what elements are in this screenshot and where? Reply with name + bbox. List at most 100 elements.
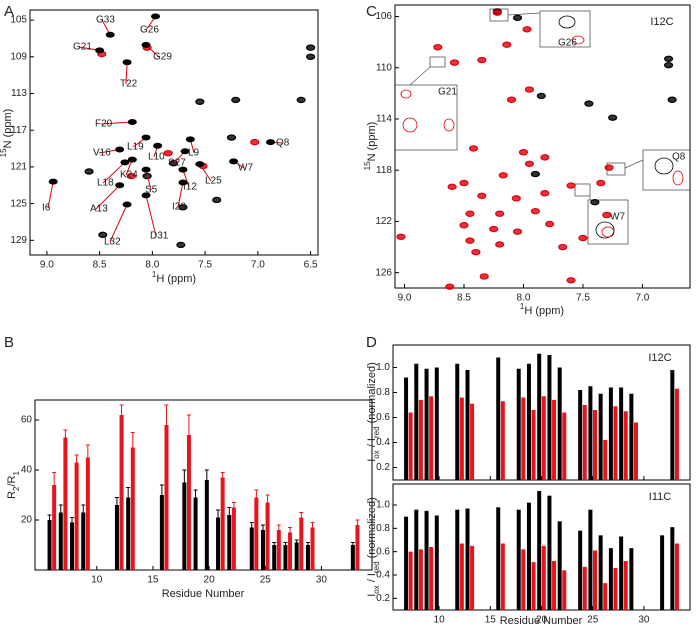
y-tick-label: 1.0 (376, 362, 390, 373)
bar (434, 515, 439, 610)
label-part: H (ppm) (524, 305, 564, 317)
bar (629, 548, 634, 610)
bar (404, 516, 409, 610)
bar (578, 390, 583, 480)
labeled-peak (229, 158, 239, 165)
label-part: /R (6, 475, 18, 486)
peak-label: L10 (148, 152, 165, 163)
error-bar (204, 469, 209, 490)
bar (531, 410, 536, 480)
annotation: I12C (648, 352, 671, 364)
bar (526, 502, 531, 610)
label-part: N (ppm) (2, 109, 14, 149)
peak (663, 55, 674, 62)
bar (193, 497, 198, 570)
y-tick-label: 114 (376, 114, 392, 125)
peak-label: I28 (172, 202, 186, 213)
peak (212, 196, 222, 204)
annotation: I11C (649, 491, 671, 503)
bar (537, 491, 542, 610)
error-bar (114, 497, 119, 513)
x-tick-label: 6.5 (304, 260, 318, 271)
annotation: I12C (650, 16, 673, 28)
peak (195, 98, 205, 105)
y-tick-label: 118 (376, 165, 392, 176)
peak-label: G33 (96, 15, 115, 26)
label-part: / I (366, 438, 378, 450)
inset-label: Q8 (672, 152, 686, 163)
error-bar (47, 514, 52, 525)
bar (623, 561, 628, 610)
peak-label: I12 (183, 182, 197, 193)
peak-label: W7 (238, 163, 253, 174)
peak-leader (95, 184, 121, 210)
bar (516, 368, 521, 480)
bar (629, 393, 634, 480)
error-bar (85, 444, 90, 470)
bar (619, 536, 624, 610)
bar (414, 509, 419, 610)
x-tick-label: 30 (316, 575, 328, 586)
label-part: (normalized) (366, 362, 378, 426)
y-tick-label: 122 (375, 216, 392, 227)
inset-connector (624, 159, 644, 169)
labeled-peak (141, 192, 151, 199)
bar (424, 510, 429, 610)
peak (667, 96, 677, 103)
error-bar (186, 414, 191, 455)
bar (455, 509, 460, 610)
peak (511, 195, 521, 202)
label-part: red (372, 561, 381, 573)
inset-contour (601, 226, 615, 238)
label-part: N (ppm) (366, 122, 378, 162)
inset-contour (443, 118, 455, 132)
y-tick-label: 125 (10, 198, 27, 209)
inset-contour (595, 221, 615, 239)
peak (566, 277, 576, 284)
x-tick-label: 7.0 (635, 293, 649, 304)
bar (588, 509, 593, 610)
peak (502, 41, 512, 48)
bar (500, 543, 505, 610)
bar (408, 551, 413, 610)
error-bar (283, 542, 288, 548)
x-tick-label: 9.0 (40, 260, 54, 271)
error-bar (119, 404, 124, 425)
label-part: 15 (0, 148, 8, 157)
bar (613, 406, 618, 480)
bar (249, 527, 254, 570)
y-tick-label: 105 (10, 15, 27, 26)
y-tick-label: 106 (375, 11, 392, 22)
bar (521, 397, 526, 480)
bar (531, 562, 536, 610)
label-part: ox (372, 585, 381, 593)
bar (537, 353, 542, 480)
peak (306, 53, 316, 60)
labeled-peak (141, 41, 151, 48)
error-bar (164, 404, 169, 445)
bar (547, 355, 552, 480)
bar (114, 505, 119, 570)
plot-frame (34, 399, 373, 571)
bar (465, 370, 470, 480)
error-bar (63, 429, 68, 445)
bar (521, 549, 526, 610)
x-tick-label: 25 (260, 575, 272, 586)
panel-letter: A (4, 3, 14, 20)
labeled-peak (48, 178, 58, 185)
bar (588, 386, 593, 480)
label-part: I (366, 459, 378, 462)
peak (445, 283, 455, 290)
error-bar (227, 507, 232, 523)
x-tick-label: 8.0 (145, 260, 159, 271)
error-bar (159, 484, 164, 505)
inset-contour (558, 15, 576, 29)
peak (540, 154, 550, 161)
bar (58, 512, 63, 570)
bar (455, 363, 460, 480)
bar (81, 512, 86, 570)
bar (85, 457, 90, 570)
panel-letter: B (4, 334, 14, 351)
y-tick-label: 1.0 (376, 500, 390, 511)
